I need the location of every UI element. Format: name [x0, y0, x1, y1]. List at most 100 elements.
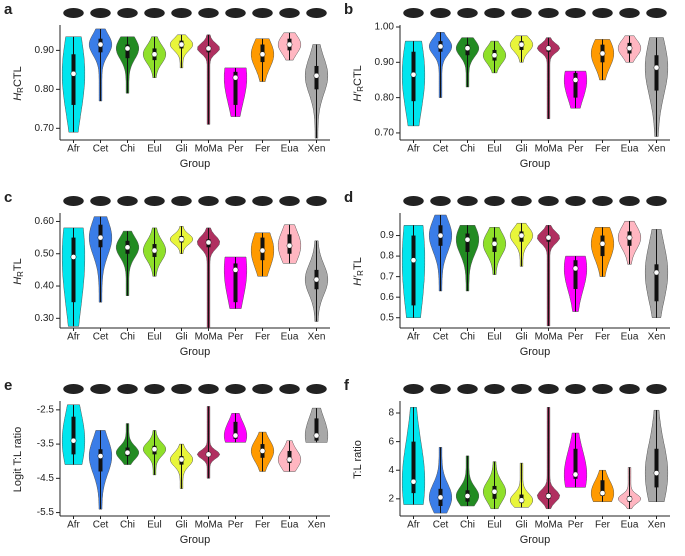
iqr-box: [71, 54, 76, 105]
median-dot: [178, 41, 185, 48]
x-axis-label: Group: [180, 158, 211, 170]
silhouette: [198, 384, 219, 394]
x-tick-label: Cet: [433, 520, 449, 531]
iqr-box: [573, 72, 578, 98]
label-main: H: [12, 93, 24, 101]
y-tick-label: 0.40: [35, 281, 55, 292]
x-tick-label: MoMa: [195, 144, 223, 155]
median-dot: [491, 240, 498, 247]
x-tick-label: MoMa: [535, 332, 563, 343]
silhouette: [619, 384, 640, 394]
silhouette: [90, 8, 111, 18]
median-dot: [178, 236, 185, 243]
x-tick-label: Gli: [515, 520, 527, 531]
median-dot: [653, 470, 660, 476]
median-dot: [286, 41, 293, 48]
y-tick-label: 0.90: [35, 45, 55, 56]
x-tick-label: Eua: [281, 144, 299, 155]
median-dot: [124, 244, 131, 251]
silhouette: [403, 384, 424, 394]
x-tick-label: Fer: [255, 520, 271, 531]
x-tick-label: Afr: [67, 144, 80, 155]
silhouette: [144, 196, 165, 206]
y-tick-label: 6: [388, 436, 394, 447]
silhouette: [403, 196, 424, 206]
x-tick-label: Chi: [120, 144, 135, 155]
median-dot: [518, 497, 525, 504]
silhouette: [252, 196, 273, 206]
median-dot: [97, 234, 104, 241]
x-axis-label: Group: [180, 346, 211, 358]
silhouette: [198, 8, 219, 18]
iqr-box: [125, 44, 130, 59]
x-tick-label: Fer: [255, 332, 271, 343]
y-tick-label: 1.00: [375, 22, 395, 33]
silhouette: [592, 8, 613, 18]
y-tick-label: 0.70: [35, 123, 55, 134]
y-axis-label: Logit T:L ratio: [12, 427, 24, 492]
iqr-box: [573, 448, 578, 479]
median-dot: [599, 50, 606, 57]
median-dot: [626, 495, 633, 502]
median-dot: [545, 493, 552, 499]
silhouette: [90, 384, 111, 394]
median-dot: [545, 45, 552, 52]
silhouette: [225, 8, 246, 18]
y-tick-label: 0.90: [375, 57, 395, 68]
y-tick-label: 0.8: [380, 251, 394, 262]
panel-label: e: [4, 377, 12, 394]
silhouette: [646, 384, 667, 394]
panel: d H′RTL Group 0.5 0.6 0.7 0.8 0.9 Afr Cet Chi Eul Gl…: [344, 189, 670, 358]
median-dot: [205, 239, 212, 246]
silhouette: [252, 384, 273, 394]
median-dot: [151, 51, 158, 58]
silhouette: [225, 384, 246, 394]
x-tick-label: Chi: [460, 332, 475, 343]
x-tick-label: Eul: [487, 332, 501, 343]
panel-label: f: [344, 377, 350, 394]
silhouette: [430, 8, 451, 18]
silhouette: [252, 8, 273, 18]
iqr-box: [573, 260, 578, 289]
silhouette: [403, 8, 424, 18]
iqr-box: [314, 418, 319, 441]
median-dot: [151, 446, 158, 453]
iqr-box: [71, 416, 76, 455]
median-dot: [232, 432, 239, 439]
x-tick-label: Gli: [175, 332, 187, 343]
y-tick-label: 0.50: [35, 248, 55, 259]
median-dot: [97, 41, 104, 48]
y-tick-label: -5.5: [37, 507, 55, 518]
iqr-box: [411, 235, 416, 306]
silhouette: [144, 8, 165, 18]
iqr-box: [411, 441, 416, 494]
silhouette: [592, 196, 613, 206]
x-tick-label: Eul: [147, 144, 161, 155]
x-tick-label: Per: [228, 520, 244, 531]
x-axis-label: Group: [520, 158, 551, 170]
y-tick-label: 0.7: [380, 271, 394, 282]
median-dot: [491, 52, 498, 59]
median-dot: [205, 451, 212, 458]
y-axis-label: T:L ratio: [352, 440, 364, 479]
x-tick-label: Chi: [460, 520, 475, 531]
median-dot: [518, 232, 525, 239]
x-tick-label: Xen: [648, 332, 666, 343]
silhouette: [117, 196, 138, 206]
label-main: H′: [352, 91, 364, 102]
median-dot: [626, 234, 633, 241]
x-tick-label: Gli: [515, 332, 527, 343]
silhouette: [457, 8, 478, 18]
silhouette: [63, 8, 84, 18]
x-tick-label: Xen: [648, 144, 666, 155]
panel-label: c: [4, 189, 12, 206]
y-axis-label: H′RCTL: [352, 65, 365, 102]
x-tick-label: Chi: [120, 332, 135, 343]
x-tick-label: Afr: [407, 520, 420, 531]
median-dot: [518, 41, 525, 48]
silhouette: [619, 8, 640, 18]
x-tick-label: Xen: [308, 144, 326, 155]
x-tick-label: Xen: [308, 520, 326, 531]
y-tick-label: -3.5: [37, 439, 55, 450]
silhouette: [117, 8, 138, 18]
